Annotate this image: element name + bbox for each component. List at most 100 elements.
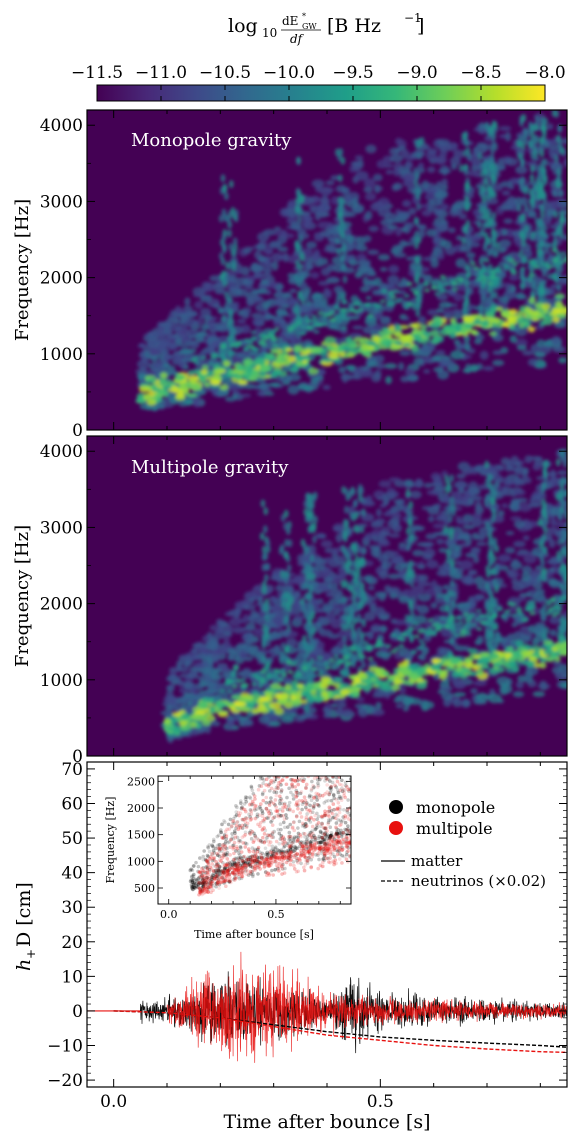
spectrogram-cell bbox=[515, 478, 527, 486]
spectrogram-ridge-cell bbox=[410, 324, 418, 328]
spectrogram-cell bbox=[263, 267, 272, 273]
spectrogram-cell bbox=[351, 630, 356, 638]
spectrogram-ridge-cell bbox=[411, 345, 419, 352]
spectrogram-cell bbox=[317, 204, 324, 212]
spectrogram-cell bbox=[444, 526, 449, 534]
spectrogram-cell bbox=[264, 605, 269, 613]
spectrogram-cell bbox=[243, 249, 252, 254]
spectrogram-cell bbox=[486, 570, 491, 578]
spectrogram-ridge-cell bbox=[328, 347, 337, 352]
spectrogram-cell bbox=[513, 541, 526, 548]
spectrogram-cell bbox=[328, 276, 338, 281]
spectrogram-cell bbox=[176, 696, 187, 706]
spectrogram-cell bbox=[553, 189, 558, 197]
spectrogram-cell bbox=[257, 232, 269, 242]
spectrogram-cell bbox=[315, 184, 322, 193]
spectrogram-cell bbox=[525, 477, 531, 484]
spectrogram-cell bbox=[345, 582, 350, 590]
spectrogram-cell bbox=[202, 282, 212, 289]
spectrogram-cell bbox=[533, 691, 546, 697]
spectrogram-cell bbox=[222, 233, 227, 241]
spectrogram-cell bbox=[540, 210, 545, 218]
spectrogram-ridge-cell bbox=[474, 318, 482, 325]
spectrogram-ridge-cell bbox=[228, 369, 234, 373]
spectrogram-cell bbox=[306, 300, 312, 306]
spectrogram-cell bbox=[461, 237, 466, 245]
spectrogram-cell bbox=[529, 138, 534, 146]
spectrogram-cell bbox=[393, 183, 403, 190]
spectrogram-cell bbox=[350, 488, 355, 496]
spectrogram-cell bbox=[497, 510, 504, 516]
spectrogram-cell bbox=[519, 593, 531, 597]
spectrogram-ridge-cell bbox=[300, 325, 306, 329]
spectrogram-cell bbox=[356, 697, 365, 702]
spectrogram-ridge-cell bbox=[175, 374, 185, 381]
spectrogram-cell bbox=[293, 306, 298, 314]
spectrogram-cell bbox=[310, 554, 315, 562]
spectrogram-ridge-cell bbox=[476, 668, 483, 676]
spectrogram-cell bbox=[485, 494, 490, 502]
spectrogram-cell bbox=[221, 315, 226, 323]
spectrogram-cell bbox=[422, 180, 430, 188]
spectrogram-cell bbox=[369, 706, 376, 711]
spectrogram-cell bbox=[406, 527, 411, 535]
spectrogram-cell bbox=[542, 469, 547, 477]
spectrogram-ridge-cell bbox=[333, 304, 339, 308]
spectrogram-ridge-cell bbox=[404, 335, 414, 343]
spectrogram-cell bbox=[396, 704, 403, 708]
spectrogram-cell bbox=[198, 675, 212, 682]
spectrogram-cell bbox=[494, 250, 499, 258]
spectrogram-cell bbox=[178, 680, 185, 687]
spectrogram-cell bbox=[439, 357, 449, 366]
spectrogram-cell bbox=[549, 616, 560, 624]
spectrogram-cell bbox=[284, 510, 289, 518]
spectrogram-ridge-cell bbox=[164, 385, 172, 389]
spectrogram-cell bbox=[284, 551, 289, 559]
spectrogram-cell bbox=[418, 594, 432, 602]
spectrogram-cell bbox=[348, 259, 358, 266]
spectrogram-cell bbox=[520, 159, 525, 167]
spectrogram-cell bbox=[415, 479, 423, 486]
spectrogram-cell bbox=[413, 265, 418, 273]
spectrogram-cell bbox=[437, 252, 444, 260]
spectrogram-cell bbox=[463, 149, 468, 157]
spectrogram-cell bbox=[241, 324, 251, 333]
spectrogram-ridge-cell bbox=[201, 356, 207, 360]
spectrogram-cell bbox=[295, 260, 300, 268]
spectrogram-ridge-cell bbox=[259, 707, 269, 713]
spectrogram-cell bbox=[431, 505, 438, 511]
spectrogram-cell bbox=[260, 532, 265, 540]
spectrogram-cell bbox=[559, 493, 564, 501]
spectrogram-cell bbox=[498, 554, 512, 562]
spectrogram-cell bbox=[439, 685, 453, 691]
spectrogram-ridge-cell bbox=[271, 336, 277, 340]
spectrogram-cell bbox=[229, 618, 241, 627]
spectrogram-ridge-cell bbox=[331, 317, 337, 321]
spectrogram-cell bbox=[314, 249, 320, 255]
spectrogram-ridge-cell bbox=[147, 379, 157, 384]
spectrogram-ridge-cell bbox=[496, 307, 503, 312]
spectrogram-cell bbox=[539, 541, 544, 549]
spectrogram-ridge-cell bbox=[323, 358, 333, 362]
spectrogram-cell bbox=[495, 568, 500, 576]
spectrogram-cell bbox=[307, 503, 312, 511]
spectrogram-ridge-cell bbox=[440, 289, 446, 293]
spectrogram-cell bbox=[470, 364, 478, 372]
spectrogram-cell bbox=[275, 299, 286, 307]
spectrogram-cell bbox=[502, 297, 509, 304]
spectrogram-cell bbox=[178, 362, 185, 369]
spectrogram-ridge-cell bbox=[305, 319, 311, 323]
spectrogram-cell bbox=[280, 320, 288, 330]
spectrogram-cell bbox=[492, 360, 504, 366]
spectrogram-cell bbox=[410, 571, 415, 579]
colorbar-tick-label: −11.5 bbox=[71, 63, 123, 83]
spectrogram-ridge-cell bbox=[493, 277, 499, 281]
spectrogram-ridge-cell bbox=[541, 303, 550, 309]
spectrogram-cell bbox=[368, 281, 378, 285]
spectrogram-cell bbox=[327, 264, 336, 272]
spectrogram-ridge-cell bbox=[374, 670, 381, 674]
spectrogram-cell bbox=[560, 217, 565, 225]
spectrogram-cell bbox=[235, 277, 249, 287]
spectrogram-cell bbox=[466, 239, 471, 247]
spectrogram-cell bbox=[313, 515, 318, 523]
